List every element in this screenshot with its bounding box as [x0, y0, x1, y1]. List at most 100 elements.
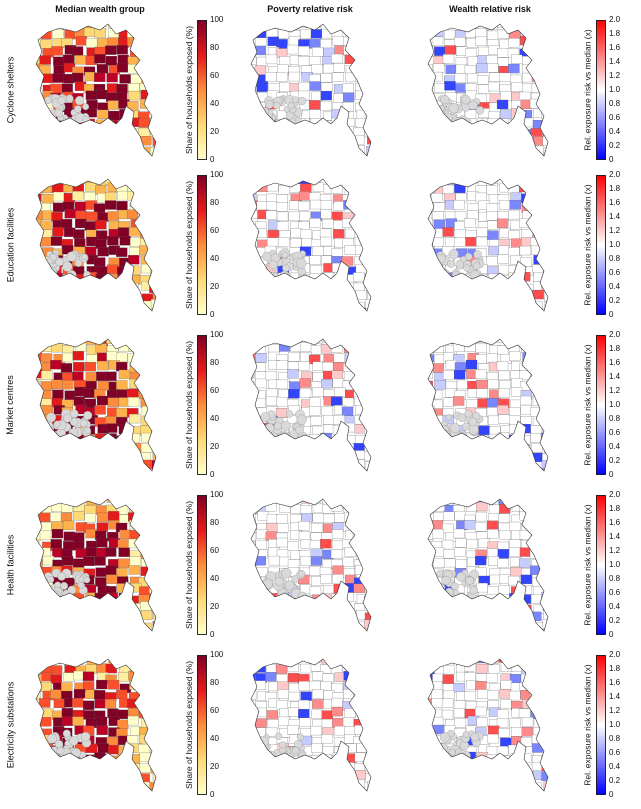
colorbar-tick-label: 0: [609, 470, 614, 479]
colorbar-tick-label: 0.2: [609, 296, 621, 305]
colorbar-tick-label: 0.6: [609, 588, 621, 597]
colorbar-tick-label: 0.8: [609, 414, 621, 423]
colorbar-tick-label: 0.6: [609, 428, 621, 437]
colorbar-tick-label: 1.2: [609, 386, 621, 395]
wealth-exposure-map: [35, 498, 157, 632]
colorbar-tick-label: 2.0: [609, 15, 621, 24]
relative-risk-map: [250, 658, 372, 792]
colorbar-tick-label: 100: [210, 330, 224, 339]
colorbar-tick-label: 0.4: [609, 602, 621, 611]
relative-risk-map: [427, 178, 549, 312]
colorbar-tick-label: 0: [609, 630, 614, 639]
colorbar-tick-label: 1.6: [609, 518, 621, 527]
colorbar-tick-label: 60: [210, 386, 219, 395]
colorbar-tick-label: 40: [210, 574, 219, 583]
colorbar-tick-label: 1.6: [609, 358, 621, 367]
row-label: Education facilities: [5, 207, 16, 283]
colorbar-tick-label: 1.4: [609, 532, 621, 541]
column-title-poverty-risk: Poverty relative risk: [267, 4, 353, 14]
share-colorbar: [197, 175, 207, 315]
risk-colorbar: [596, 495, 606, 635]
colorbar-tick-label: 20: [210, 442, 219, 451]
column-title-median-wealth: Median wealth group: [55, 4, 145, 14]
colorbar-tick-label: 40: [210, 99, 219, 108]
risk-colorbar: [596, 655, 606, 795]
colorbar-tick-label: 1.8: [609, 184, 621, 193]
relative-risk-map: [427, 23, 549, 157]
colorbar-tick-label: 0: [210, 155, 215, 164]
wealth-exposure-map: [35, 23, 157, 157]
colorbar-tick-label: 2.0: [609, 490, 621, 499]
colorbar-tick-label: 1.0: [609, 720, 621, 729]
colorbar-tick-label: 80: [210, 518, 219, 527]
colorbar-tick-label: 1.0: [609, 560, 621, 569]
colorbar-tick-label: 0.8: [609, 734, 621, 743]
mangrove-area: [43, 729, 92, 761]
colorbar-tick-label: 0.2: [609, 141, 621, 150]
colorbar-tick-label: 1.2: [609, 71, 621, 80]
colorbar-tick-label: 1.2: [609, 226, 621, 235]
colorbar-tick-label: 2.0: [609, 330, 621, 339]
colorbar-tick-label: 0.2: [609, 456, 621, 465]
colorbar-tick-label: 20: [210, 602, 219, 611]
relative-risk-map: [250, 338, 372, 472]
share-colorbar-title: Share of households exposed (%): [184, 500, 194, 630]
colorbar-tick-label: 0.6: [609, 113, 621, 122]
colorbar-tick-label: 40: [210, 734, 219, 743]
risk-colorbar: [596, 20, 606, 160]
share-colorbar-title: Share of households exposed (%): [184, 25, 194, 155]
risk-colorbar-title: Rel. exposure risk vs median (x): [583, 504, 593, 626]
colorbar-tick-label: 0: [609, 310, 614, 319]
relative-risk-map: [250, 23, 372, 157]
colorbar-tick-label: 1.4: [609, 57, 621, 66]
row-label: Health facilities: [5, 534, 15, 596]
colorbar-tick-label: 60: [210, 226, 219, 235]
colorbar-tick-label: 0.6: [609, 748, 621, 757]
colorbar-tick-label: 40: [210, 254, 219, 263]
colorbar-tick-label: 20: [210, 282, 219, 291]
relative-risk-map: [250, 178, 372, 312]
colorbar-tick-label: 20: [210, 127, 219, 136]
colorbar-tick-label: 40: [210, 414, 219, 423]
colorbar-tick-label: 0.8: [609, 574, 621, 583]
risk-colorbar-title: Rel. exposure risk vs median (x): [583, 664, 593, 786]
colorbar-tick-label: 1.2: [609, 706, 621, 715]
wealth-exposure-map: [35, 338, 157, 472]
colorbar-tick-label: 100: [210, 650, 224, 659]
risk-colorbar: [596, 335, 606, 475]
colorbar-tick-label: 60: [210, 546, 219, 555]
colorbar-tick-label: 0: [210, 310, 215, 319]
colorbar-tick-label: 80: [210, 43, 219, 52]
colorbar-tick-label: 100: [210, 170, 224, 179]
colorbar-tick-label: 0.4: [609, 762, 621, 771]
colorbar-tick-label: 0: [210, 630, 215, 639]
risk-colorbar-title: Rel. exposure risk vs median (x): [583, 29, 593, 151]
row-label: Market centres: [5, 375, 15, 435]
colorbar-tick-label: 0.2: [609, 776, 621, 785]
colorbar-tick-label: 1.4: [609, 692, 621, 701]
colorbar-tick-label: 0.6: [609, 268, 621, 277]
wealth-exposure-map: [35, 658, 157, 792]
colorbar-tick-label: 20: [210, 762, 219, 771]
colorbar-tick-label: 1.8: [609, 344, 621, 353]
mangrove-area: [43, 408, 93, 441]
relative-risk-map: [250, 498, 372, 632]
colorbar-tick-label: 1.8: [609, 504, 621, 513]
colorbar-tick-label: 0.8: [609, 254, 621, 263]
risk-colorbar-title: Rel. exposure risk vs median (x): [583, 184, 593, 306]
mangrove-area: [44, 94, 90, 125]
share-colorbar-title: Share of households exposed (%): [184, 180, 194, 310]
risk-colorbar-title: Rel. exposure risk vs median (x): [583, 344, 593, 466]
colorbar-tick-label: 2.0: [609, 650, 621, 659]
share-colorbar: [197, 495, 207, 635]
row-label: Electricity substations: [5, 681, 16, 769]
colorbar-tick-label: 0.4: [609, 282, 621, 291]
colorbar-tick-label: 0.4: [609, 127, 621, 136]
colorbar-tick-label: 80: [210, 678, 219, 687]
colorbar-tick-label: 1.8: [609, 29, 621, 38]
mangrove-area: [260, 568, 307, 602]
colorbar-tick-label: 0: [609, 790, 614, 799]
risk-colorbar: [596, 175, 606, 315]
colorbar-tick-label: 0.4: [609, 442, 621, 451]
relative-risk-map: [427, 498, 549, 632]
